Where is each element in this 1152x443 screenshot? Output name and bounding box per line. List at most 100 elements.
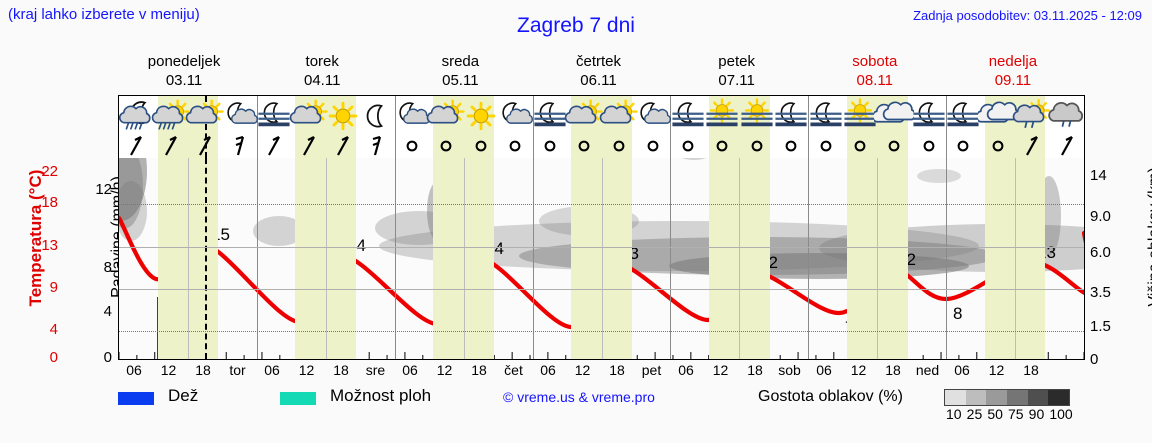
rain-cloud-icon: [119, 98, 156, 134]
wind-barb-icon: [151, 136, 191, 156]
wind-barb-icon: [289, 136, 329, 156]
x-tick-12-5: 12: [298, 362, 315, 378]
day-separator-4: [670, 96, 672, 158]
cloud-density-tick-90: 90: [1028, 406, 1045, 422]
x-tick-06-20: 06: [816, 362, 832, 378]
cloud-height-axis-ticks: 14 9.0 6.0 3.5 1.5 0: [1090, 95, 1136, 368]
cloud-density-blob: [119, 158, 143, 229]
x-tick-18-10: 18: [471, 362, 487, 378]
copyright-label: © vreme.us & vreme.pro: [503, 389, 655, 405]
wind-barb-icon: [220, 135, 260, 156]
horizontal-gridline-2: [119, 289, 1084, 290]
day-date: 09.11: [994, 72, 1032, 89]
midday-gridline-1: [187, 158, 189, 359]
cloud-density-segment-25: [965, 390, 987, 405]
x-tick-12-17: 12: [712, 362, 729, 378]
day-name: ponedeljek: [147, 53, 221, 70]
wind-calm-icon: [943, 136, 983, 156]
chart-legend: Dež Možnost ploh © vreme.us & vreme.pro …: [118, 386, 1138, 431]
sun-icon: [461, 98, 501, 134]
day-name: torek: [305, 53, 339, 70]
temperature-tick-13: 13: [41, 237, 58, 254]
cloud-density-tick-50: 50: [987, 406, 1003, 422]
wind-barb-icon: [254, 136, 294, 156]
wind-calm-icon: [668, 136, 708, 156]
x-tick-06-24: 06: [954, 362, 970, 378]
x-tick-06-0: 06: [126, 362, 142, 378]
day-name: sobota: [852, 53, 898, 70]
x-tick-12-9: 12: [436, 362, 453, 378]
cloud-icon: [975, 98, 1020, 134]
showers-legend-label: Možnost ploh: [330, 386, 432, 405]
cloud-density-segment-75: [1007, 390, 1028, 405]
day-separator-1: [256, 96, 258, 158]
x-tick-tor-3: tor: [229, 362, 246, 378]
wind-barb-icon: [323, 136, 363, 156]
cloud-height-tick-14: 14: [1090, 167, 1107, 184]
wind-calm-icon: [530, 136, 570, 156]
cloud-density-tick-100: 100: [1049, 406, 1073, 422]
x-tick-06-12: 06: [540, 362, 556, 378]
cloud-density-colorbar: [944, 389, 1070, 406]
temperature-tick-9: 9: [49, 279, 58, 296]
cloud-density-blob: [682, 158, 706, 160]
current-time-marker-chart: [205, 158, 207, 359]
moon-icon: [357, 98, 397, 134]
sun-cloud-icon: [599, 98, 639, 134]
day-header-2: torek 04.11: [253, 52, 391, 90]
wind-calm-icon: [806, 136, 846, 156]
precipitation-axis-ticks: 12 8 4 0: [70, 95, 112, 366]
x-tick-12-13: 12: [574, 362, 591, 378]
sun-cloud-icon: [564, 98, 604, 134]
day-separator-6: [946, 96, 948, 158]
day-date: 07.11: [718, 72, 755, 89]
x-tick-čet-11: čet: [504, 362, 523, 378]
x-tick-18-26: 18: [1023, 362, 1039, 378]
forecast-plot[interactable]: 111561461451361271281310: [118, 95, 1085, 360]
daylight-band-3: [433, 96, 494, 158]
sun-cloud-icon: [185, 98, 225, 134]
daylight-band-4: [571, 158, 632, 359]
moon-cloud-icon: [495, 98, 535, 134]
cloud-height-tick-0: 0: [1090, 351, 1099, 368]
precipitation-tick-12: 12: [95, 181, 112, 198]
day-date: 06.11: [580, 72, 617, 89]
wind-calm-icon: [909, 136, 949, 156]
wind-calm-icon: [874, 136, 914, 156]
precipitation-tick-4: 4: [103, 303, 112, 320]
day-header-7: nedelja 09.11: [944, 52, 1082, 90]
x-tick-sre-7: sre: [365, 362, 386, 378]
rain-legend-label: Dež: [168, 386, 199, 405]
temperature-value-label: 8: [953, 304, 962, 323]
wind-barb-icon: [1012, 136, 1052, 156]
cloud-density-blob: [119, 181, 147, 241]
x-tick-sob-19: sob: [778, 362, 801, 378]
day-date: 04.11: [303, 72, 341, 89]
moon-fog-icon: [530, 98, 570, 134]
cloud-density-tick-75: 75: [1008, 406, 1024, 422]
wind-barb-icon: [1047, 136, 1084, 156]
day-date: 03.11: [165, 72, 203, 89]
sun-fog-icon: [702, 98, 742, 134]
day-header-5: petek 07.11: [668, 52, 806, 90]
moon-fog-icon: [806, 98, 846, 134]
cloud-height-axis-title: Višina oblakov (km): [1146, 167, 1152, 307]
cloud-density-tick-10: 10: [946, 406, 962, 422]
weather-icon-band: [119, 96, 1084, 158]
cloud-height-tick-9.0: 9.0: [1090, 208, 1111, 225]
wind-barb-icon: [357, 135, 397, 156]
day-header-1: ponedeljek 03.11: [115, 52, 253, 90]
wind-calm-icon: [771, 136, 811, 156]
temperature-tick-18: 18: [41, 194, 58, 211]
rain-color-swatch: [118, 392, 154, 405]
x-tick-12-25: 12: [988, 362, 1005, 378]
cloud-drizzle-icon: [1047, 98, 1084, 134]
wind-calm-icon: [495, 136, 535, 156]
wind-barb-icon: [119, 136, 156, 156]
day-name: četrtek: [575, 53, 621, 70]
horizontal-gridline-0: [119, 204, 1084, 205]
wind-calm-icon: [392, 136, 432, 156]
page-title: Zagreb 7 dni: [517, 14, 635, 37]
cloud-height-tick-1.5: 1.5: [1090, 318, 1111, 335]
wind-calm-icon: [564, 136, 604, 156]
